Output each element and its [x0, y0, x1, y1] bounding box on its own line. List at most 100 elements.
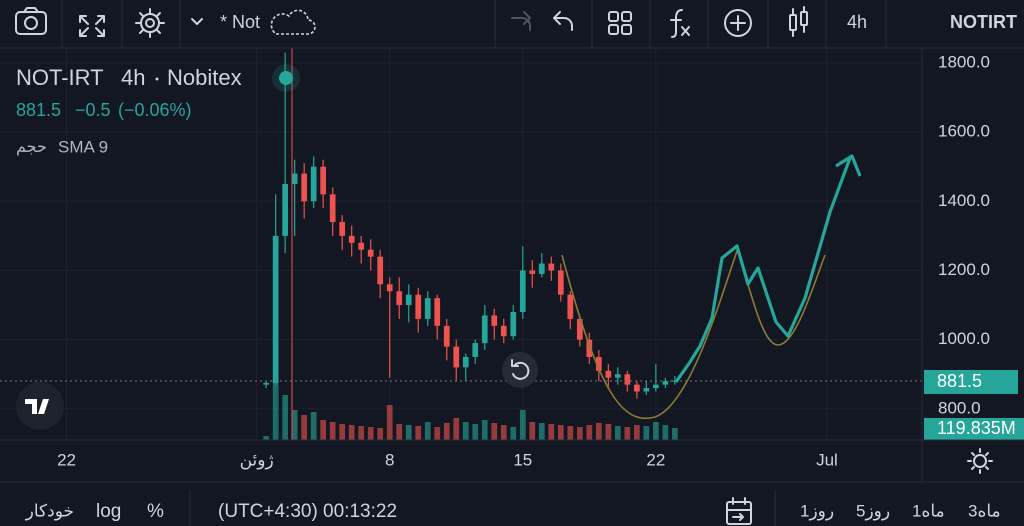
volume-bar — [424, 422, 431, 440]
volume-bar — [662, 425, 669, 440]
legend-price: 881.5 — [16, 100, 61, 120]
volume-bar — [348, 425, 355, 440]
candle-body — [510, 311, 517, 337]
auto-scale-button[interactable]: خودکار — [25, 501, 74, 520]
volume-bar — [614, 426, 621, 440]
curve-drawing — [561, 247, 739, 420]
volume-bar — [282, 395, 289, 440]
x-tick-label: ژوئن — [240, 450, 274, 469]
candle-body — [481, 315, 488, 344]
volume-bar — [310, 412, 317, 440]
candle-body — [605, 370, 612, 378]
candle-body — [576, 318, 583, 340]
x-tick-label: 8 — [385, 450, 394, 469]
redo-button[interactable] — [511, 11, 531, 31]
toolbar — [0, 0, 1024, 48]
y-tick-label: 1600.0 — [938, 122, 990, 141]
volume-bar — [529, 422, 536, 440]
layout-name[interactable]: * Not — [220, 12, 260, 32]
candle-body — [424, 298, 431, 319]
volume-bar — [672, 428, 678, 440]
volume-bar — [301, 415, 308, 440]
cloud-icon — [270, 9, 316, 35]
legend-exchange: Nobitex — [167, 65, 242, 90]
candle-body — [453, 346, 460, 368]
volume-bar — [510, 427, 517, 440]
log-scale-button[interactable]: log — [96, 501, 121, 522]
x-tick-label: Jul — [816, 450, 838, 469]
candle-body — [329, 194, 336, 223]
volume-bar — [643, 426, 650, 440]
legend-dot — [155, 77, 159, 81]
candle-body — [557, 270, 564, 295]
reset-icon — [511, 359, 530, 380]
date-range-button[interactable] — [726, 497, 752, 525]
candle-body — [614, 374, 621, 378]
range-selector: 1روز 5روز 1ماه 3ماه — [800, 501, 1001, 520]
candle-body — [310, 166, 317, 202]
camera-button[interactable] — [15, 7, 47, 35]
volume-bar — [396, 424, 403, 440]
layouts-button[interactable] — [608, 11, 632, 35]
y-tick-label: 1000.0 — [938, 329, 990, 348]
volume-bar — [576, 427, 583, 440]
path-drawing — [674, 157, 852, 383]
candle-body — [263, 382, 269, 385]
candle-body — [624, 374, 631, 385]
settings-button[interactable] — [135, 8, 165, 38]
volume-bar — [595, 423, 602, 440]
grid-layer — [0, 48, 922, 440]
range-button[interactable]: 1روز — [800, 501, 834, 520]
percent-scale-button[interactable]: % — [147, 501, 164, 522]
chart-type-button[interactable] — [789, 6, 808, 37]
candle-body — [595, 356, 602, 371]
candle-body — [377, 256, 384, 285]
axis-settings-button[interactable] — [967, 448, 993, 474]
candle-body — [396, 291, 403, 306]
layout-menu-chevron[interactable] — [191, 18, 203, 25]
axis-layer: 800.0 1000.0 1200.0 1400.0 1600.0 1800.0 22 ژوئ… — [57, 52, 990, 469]
candle-body — [282, 183, 289, 236]
volume-bar — [329, 422, 336, 440]
volume-bar — [367, 427, 374, 440]
y-tick-label: 1800.0 — [938, 52, 990, 71]
legend-indicator: SMA 9 — [58, 137, 108, 156]
clock[interactable]: (UTC+4:30) 00:13:22 — [218, 501, 397, 522]
volume-bar — [453, 418, 460, 440]
volume-bar — [548, 424, 555, 440]
candle-body — [367, 249, 374, 257]
candle-body — [662, 381, 669, 385]
volume-bar — [491, 423, 498, 440]
volume-bar — [434, 427, 441, 440]
candle-layer — [263, 52, 678, 399]
candle-body — [272, 235, 279, 383]
x-tick-label: 22 — [646, 450, 665, 469]
x-tick-label: 22 — [57, 450, 76, 469]
candle-body — [633, 384, 640, 392]
candle-body — [358, 242, 365, 250]
reset-button[interactable] — [502, 352, 538, 388]
candle-body — [538, 263, 545, 274]
interval-button[interactable]: 4h — [847, 12, 867, 32]
candle-body — [567, 294, 574, 319]
live-marker — [279, 71, 293, 85]
undo-button[interactable] — [553, 11, 573, 31]
candle-body — [519, 270, 526, 312]
range-button[interactable]: 5روز — [856, 501, 890, 520]
candle-body — [415, 294, 422, 319]
candle-body — [529, 270, 536, 274]
volume-bar — [272, 380, 279, 440]
symbol-button[interactable]: NOTIRT — [950, 12, 1017, 32]
logo-badge[interactable] — [16, 382, 64, 430]
candle-body — [548, 263, 555, 271]
indicators-button[interactable] — [670, 9, 690, 38]
candle-body — [491, 315, 498, 326]
candle-body — [291, 173, 298, 184]
volume-bar — [519, 410, 526, 440]
legend-change-pct: (−0.06%) — [118, 100, 192, 120]
fullscreen-button[interactable] — [79, 15, 105, 37]
range-button[interactable]: 1ماه — [912, 501, 945, 520]
add-button[interactable] — [724, 9, 752, 37]
range-button[interactable]: 3ماه — [968, 501, 1001, 520]
